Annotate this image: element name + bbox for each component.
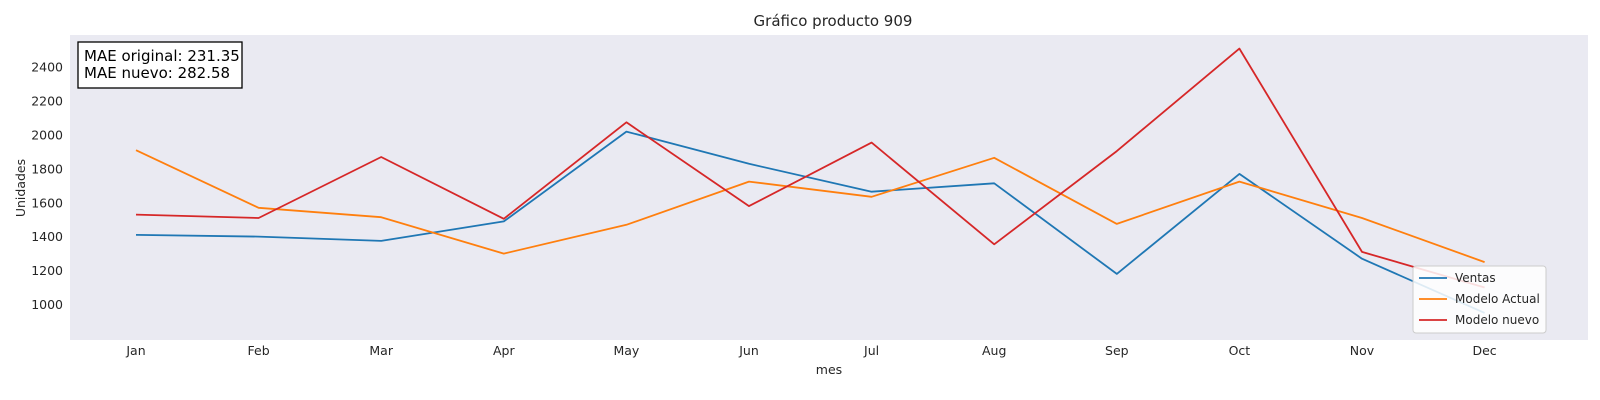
y-tick-label: 1600 (31, 195, 63, 210)
y-tick-label: 1800 (31, 161, 63, 176)
legend-label-modelo-nuevo: Modelo nuevo (1455, 313, 1539, 327)
y-tick-label: 2400 (31, 60, 63, 75)
x-tick-label: Mar (369, 343, 393, 358)
y-tick-label: 1000 (31, 297, 63, 312)
y-tick-label: 2000 (31, 127, 63, 142)
mae-annotation: MAE original: 231.35 MAE nuevo: 282.58 (77, 41, 243, 89)
x-tick-label: Jan (125, 343, 145, 358)
x-tick-label: Nov (1350, 343, 1375, 358)
x-tick-label: Sep (1105, 343, 1129, 358)
y-tick-label: 2200 (31, 94, 63, 109)
x-tick-label: Jun (738, 343, 759, 358)
x-axis-label: mes (816, 362, 842, 377)
chart-title: Gráfico producto 909 (754, 12, 913, 30)
y-tick-label: 1200 (31, 263, 63, 278)
x-tick-label: May (613, 343, 639, 358)
annotation-line-2: MAE nuevo: 282.58 (84, 64, 230, 82)
x-tick-label: Feb (248, 343, 270, 358)
legend: Ventas Modelo Actual Modelo nuevo (1412, 265, 1547, 334)
legend-label-ventas: Ventas (1455, 271, 1496, 285)
series-layer (135, 47, 1485, 314)
x-tick-label: Oct (1229, 343, 1251, 358)
x-axis-ticks: Jan Feb Mar Apr May Jun Jul Aug Sep Oct Nov Dec (125, 343, 1496, 358)
x-tick-label: Dec (1472, 343, 1496, 358)
x-tick-label: Jul (863, 343, 879, 358)
plot-area (70, 35, 1588, 340)
annotation-box (77, 41, 243, 89)
y-axis-ticks: 1000 1200 1400 1600 1800 2000 2200 2400 (31, 60, 63, 312)
y-axis-label: Unidades (13, 159, 28, 217)
y-tick-label: 1400 (31, 229, 63, 244)
x-tick-label: Apr (493, 343, 515, 358)
legend-label-modelo-actual: Modelo Actual (1455, 292, 1540, 306)
series-line-modelo-actual (135, 149, 1485, 263)
series-line-modelo-nuevo (135, 47, 1485, 289)
x-tick-label: Aug (982, 343, 1006, 358)
legend-box (1412, 265, 1547, 334)
annotation-line-1: MAE original: 231.35 (84, 47, 240, 65)
